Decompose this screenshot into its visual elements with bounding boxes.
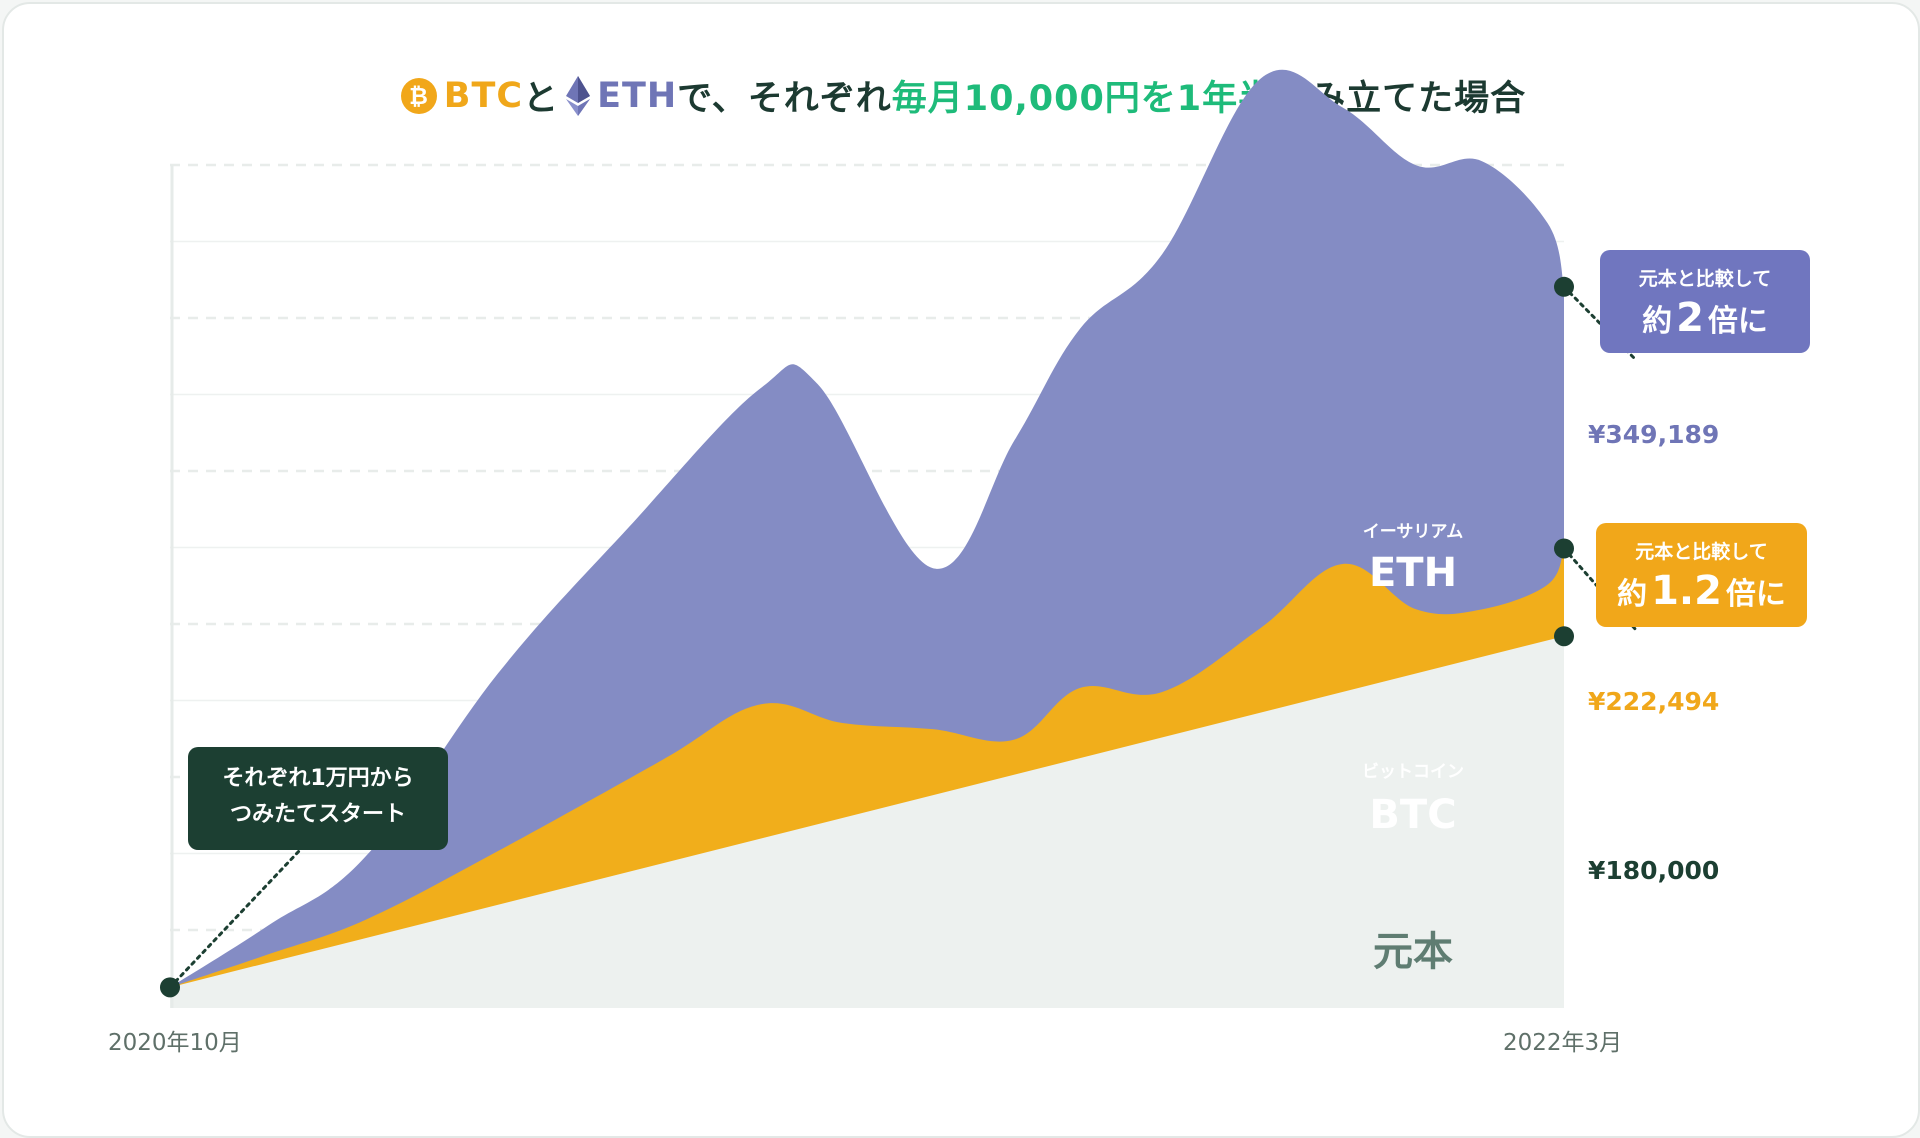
- eth-callout-suffix: 倍に: [1707, 304, 1768, 339]
- btc-end-marker: [1554, 538, 1574, 559]
- title-and: と: [523, 79, 560, 119]
- title-eth: ETH: [597, 75, 678, 116]
- btc-callout-suffix: 倍に: [1725, 577, 1786, 612]
- svg-text:₿: ₿: [409, 84, 429, 110]
- eth-kana-label: イーサリアム: [1363, 522, 1463, 542]
- btc-final-value: ¥222,494: [1588, 687, 1719, 716]
- btc-area-label: BTC: [1369, 792, 1456, 838]
- eth-callout-line1: 元本と比較して: [1638, 268, 1772, 290]
- chart-title: ₿ BTC と ETH で、それぞれ 毎月10,000円を1年半 積み立てた場合: [0, 70, 1920, 121]
- eth-area-label: ETH: [1369, 550, 1457, 596]
- btc-callout-prefix: 約: [1617, 577, 1648, 612]
- eth-callout-prefix: 約: [1642, 304, 1673, 339]
- btc-callout-main: 約 1.2 倍に: [1596, 568, 1807, 614]
- eth-callout-number: 2: [1676, 295, 1704, 341]
- start-callout-line1: それぞれ1万円から: [222, 766, 414, 791]
- principal-area-label: 元本: [1373, 929, 1453, 975]
- bitcoin-icon: ₿: [400, 77, 437, 114]
- x-end-label: 2022年3月: [1503, 1030, 1622, 1056]
- ethereum-icon: [566, 75, 591, 116]
- title-btc: BTC: [443, 75, 524, 116]
- start-callout: それぞれ1万円から つみたてスタート: [188, 747, 448, 850]
- principal-end-marker: [1554, 626, 1574, 647]
- eth-final-value: ¥349,189: [1588, 420, 1719, 449]
- start-callout-line2: つみたてスタート: [229, 802, 406, 827]
- btc-callout-number: 1.2: [1651, 568, 1722, 614]
- title-highlight: 毎月10,000円を1年半: [891, 79, 1275, 119]
- chart-areas: [170, 69, 1564, 1009]
- eth-callout-main: 約 2 倍に: [1600, 295, 1810, 341]
- x-start-label: 2020年10月: [108, 1030, 242, 1056]
- principal-final-value: ¥180,000: [1588, 856, 1719, 885]
- eth-end-marker: [1554, 276, 1574, 297]
- btc-kana-label: ビットコイン: [1362, 762, 1464, 782]
- btc-multiplier-callout: 元本と比較して 約 1.2 倍に: [1596, 523, 1807, 627]
- principal-area: [170, 636, 1564, 1008]
- start-leader-line: [168, 848, 302, 989]
- btc-callout-line1: 元本と比較して: [1635, 541, 1768, 563]
- end-markers: [160, 276, 1574, 998]
- eth-multiplier-callout: 元本と比較して 約 2 倍に: [1600, 250, 1810, 353]
- title-de: で、それぞれ: [677, 79, 892, 119]
- start-marker: [160, 977, 180, 998]
